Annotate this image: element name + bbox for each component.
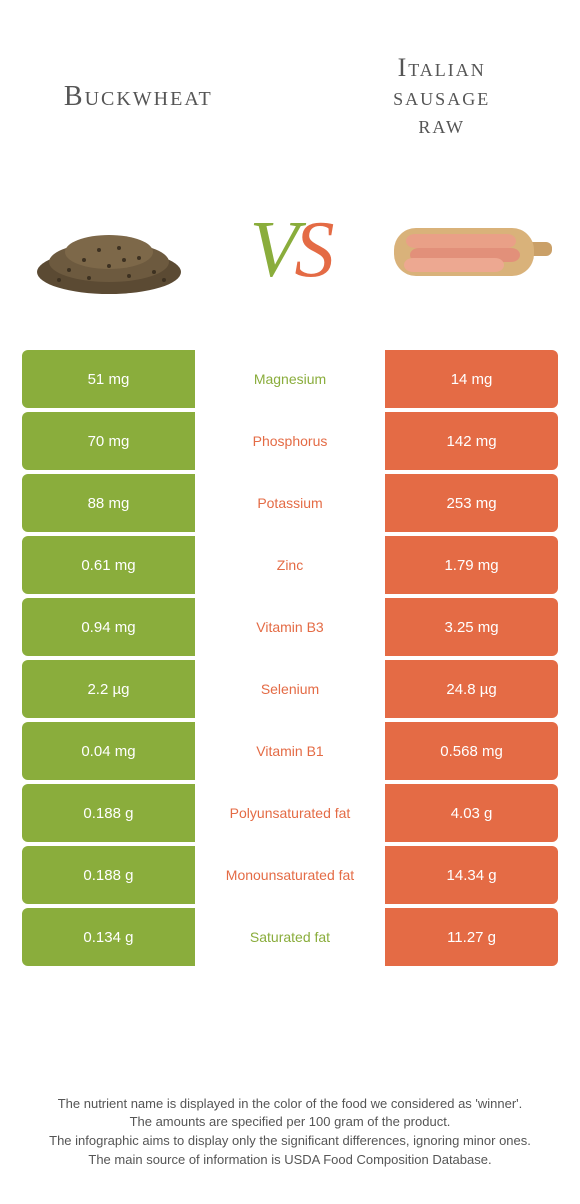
vs-v: V [250,206,295,294]
sausage-image [386,195,556,305]
buckwheat-image [24,195,194,305]
right-food-title-line3: raw [418,110,465,139]
right-value: 14 mg [385,350,558,408]
footnote-line: The nutrient name is displayed in the co… [28,1095,552,1114]
right-value: 0.568 mg [385,722,558,780]
left-food-title: Buckwheat [30,82,247,113]
nutrient-label: Vitamin B1 [195,722,385,780]
table-row: 2.2 µgSelenium24.8 µg [22,660,558,718]
left-value: 88 mg [22,474,195,532]
table-row: 0.94 mgVitamin B33.25 mg [22,598,558,656]
table-row: 88 mgPotassium253 mg [22,474,558,532]
right-value: 14.34 g [385,846,558,904]
left-value: 0.134 g [22,908,195,966]
left-value: 0.94 mg [22,598,195,656]
images-row: VS [0,170,580,330]
nutrient-label: Polyunsaturated fat [195,784,385,842]
table-row: 0.04 mgVitamin B10.568 mg [22,722,558,780]
right-value: 24.8 µg [385,660,558,718]
left-value: 0.188 g [22,846,195,904]
left-value: 0.188 g [22,784,195,842]
footnote-line: The amounts are specified per 100 gram o… [28,1113,552,1132]
right-food-title: Italian sausage raw [333,54,550,140]
footnotes: The nutrient name is displayed in the co… [0,1095,580,1170]
nutrient-label: Zinc [195,536,385,594]
nutrient-label: Monounsaturated fat [195,846,385,904]
table-row: 70 mgPhosphorus142 mg [22,412,558,470]
right-value: 253 mg [385,474,558,532]
right-value: 11.27 g [385,908,558,966]
nutrient-label: Potassium [195,474,385,532]
header: Buckwheat Italian sausage raw [0,0,580,170]
table-row: 0.134 gSaturated fat11.27 g [22,908,558,966]
left-value: 70 mg [22,412,195,470]
vs-s: S [294,206,330,294]
footnote-line: The main source of information is USDA F… [28,1151,552,1170]
right-value: 4.03 g [385,784,558,842]
left-value: 0.04 mg [22,722,195,780]
right-food-title-line2: sausage [393,82,490,111]
vs-label: VS [250,210,331,290]
footnote-line: The infographic aims to display only the… [28,1132,552,1151]
left-value: 2.2 µg [22,660,195,718]
table-row: 0.188 gMonounsaturated fat14.34 g [22,846,558,904]
right-value: 3.25 mg [385,598,558,656]
nutrient-label: Saturated fat [195,908,385,966]
left-value: 51 mg [22,350,195,408]
nutrient-label: Selenium [195,660,385,718]
nutrient-label: Magnesium [195,350,385,408]
table-row: 0.188 gPolyunsaturated fat4.03 g [22,784,558,842]
nutrient-label: Vitamin B3 [195,598,385,656]
comparison-table: 51 mgMagnesium14 mg70 mgPhosphorus142 mg… [22,350,558,966]
left-value: 0.61 mg [22,536,195,594]
table-row: 51 mgMagnesium14 mg [22,350,558,408]
right-value: 1.79 mg [385,536,558,594]
table-row: 0.61 mgZinc1.79 mg [22,536,558,594]
right-value: 142 mg [385,412,558,470]
right-food-title-line1: Italian [398,53,486,82]
nutrient-label: Phosphorus [195,412,385,470]
